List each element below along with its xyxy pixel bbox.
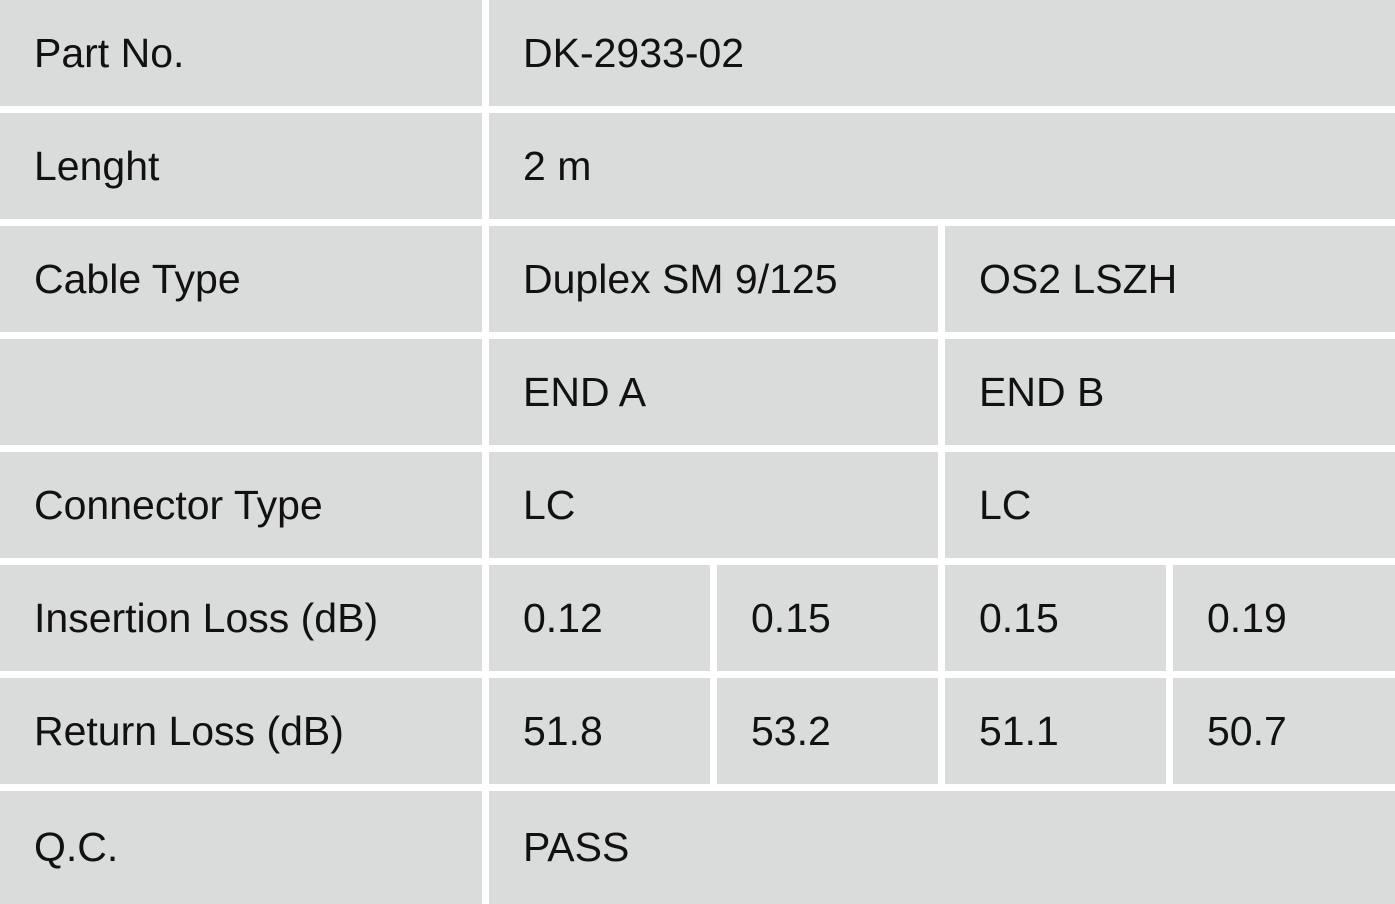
value-insertion-loss: 0.15 [717, 565, 938, 671]
value-insertion-loss: 0.19 [1173, 565, 1395, 671]
value-insertion-loss: 0.15 [945, 565, 1166, 671]
label-length: Lenght [0, 113, 482, 219]
label-qc: Q.C. [0, 791, 482, 904]
label-return-loss: Return Loss (dB) [0, 678, 482, 784]
label-cable-type: Cable Type [0, 226, 482, 332]
value-cable-type-b: OS2 LSZH [945, 226, 1395, 332]
value-connector-a: LC [489, 452, 938, 558]
label-connector-type: Connector Type [0, 452, 482, 558]
value-return-loss: 50.7 [1173, 678, 1395, 784]
label-part-no: Part No. [0, 0, 482, 106]
value-insertion-loss: 0.12 [489, 565, 710, 671]
value-cable-type-a: Duplex SM 9/125 [489, 226, 938, 332]
value-part-no: DK-2933-02 [489, 0, 1395, 106]
header-end-a: END A [489, 339, 938, 445]
value-return-loss: 51.8 [489, 678, 710, 784]
value-qc: PASS [489, 791, 1395, 904]
label-empty [0, 339, 482, 445]
value-length: 2 m [489, 113, 1395, 219]
value-return-loss: 53.2 [717, 678, 938, 784]
label-insertion-loss: Insertion Loss (dB) [0, 565, 482, 671]
value-connector-b: LC [945, 452, 1395, 558]
value-return-loss: 51.1 [945, 678, 1166, 784]
header-end-b: END B [945, 339, 1395, 445]
